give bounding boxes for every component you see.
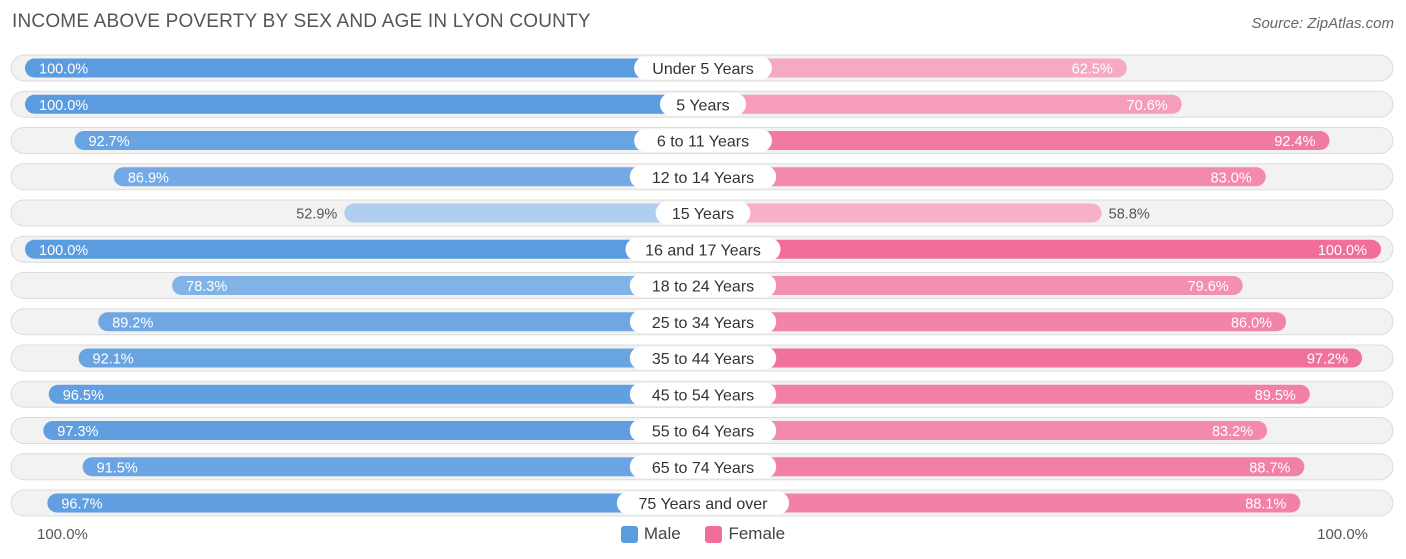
female-value-label: 100.0% <box>1318 243 1367 259</box>
axis-right-label: 100.0% <box>1317 526 1368 543</box>
axis-left-label: 100.0% <box>37 526 88 543</box>
female-value-label: 92.4% <box>1274 134 1315 150</box>
female-value-label: 86.0% <box>1231 315 1272 331</box>
legend-label-male: Male <box>643 524 681 543</box>
category-label: 65 to 74 Years <box>652 460 754 477</box>
category-label-pill <box>629 274 777 297</box>
category-label: 18 to 24 Years <box>652 279 754 296</box>
male-bar <box>25 58 703 78</box>
category-label-pill <box>629 310 777 334</box>
male-value-label: 92.1% <box>93 352 134 368</box>
female-value-label: 97.2% <box>1307 352 1348 368</box>
male-value-label: 92.7% <box>88 134 129 150</box>
female-value-label: 58.8% <box>1109 207 1150 223</box>
legend: Male Female <box>0 524 1406 548</box>
female-bar <box>703 421 1268 440</box>
category-label-pill <box>616 491 790 515</box>
category-label-pill <box>659 92 747 116</box>
female-bar <box>703 167 1266 187</box>
female-value-label: 88.1% <box>1245 497 1286 513</box>
category-label-pill <box>629 346 777 370</box>
male-value-label: 78.3% <box>186 279 227 295</box>
female-bar <box>703 131 1330 150</box>
female-bar <box>703 203 1102 223</box>
chart-canvas: 100.0% 62.5% Under 5 Years 100.0% 70.6% 5 Yea… <box>10 54 1394 517</box>
legend-swatch-female <box>705 525 723 543</box>
female-value-label: 79.6% <box>1188 279 1229 295</box>
category-label-pill <box>629 455 777 479</box>
male-value-label: 100.0% <box>39 62 88 78</box>
male-value-label: 52.9% <box>296 207 337 223</box>
category-label: 16 and 17 Years <box>645 242 761 259</box>
female-bar <box>703 384 1310 404</box>
male-value-label: 100.0% <box>39 243 88 259</box>
female-bar <box>703 239 1381 259</box>
category-label: 55 to 64 Years <box>652 424 754 441</box>
female-value-label: 70.6% <box>1127 98 1168 114</box>
female-bar <box>703 58 1127 78</box>
category-label-pill <box>629 165 777 189</box>
male-value-label: 89.2% <box>112 315 153 331</box>
female-bar <box>703 276 1243 295</box>
male-bar <box>48 384 704 404</box>
category-label-pill <box>655 201 751 225</box>
male-bar <box>344 203 703 223</box>
category-label: 35 to 44 Years <box>652 351 754 368</box>
category-label: 15 Years <box>672 206 734 223</box>
category-label: 25 to 34 Years <box>652 315 754 332</box>
category-label: 6 to 11 Years <box>657 134 749 151</box>
male-bar <box>98 312 703 332</box>
male-bar <box>78 348 703 368</box>
category-label-pill <box>629 419 777 442</box>
legend-label-female: Female <box>728 524 786 543</box>
male-bar <box>113 167 704 187</box>
category-label: 75 Years and over <box>639 496 769 513</box>
category-label-pill <box>625 237 781 261</box>
female-bar <box>703 312 1287 332</box>
category-label-pill <box>634 129 772 152</box>
male-value-label: 96.7% <box>61 497 102 513</box>
female-value-label: 83.2% <box>1212 424 1253 440</box>
female-value-label: 88.7% <box>1249 460 1290 476</box>
male-bar <box>25 94 703 114</box>
male-bar <box>43 421 703 440</box>
legend-item-male: Male <box>620 524 681 544</box>
female-value-label: 83.0% <box>1211 170 1252 186</box>
female-bar <box>703 94 1182 114</box>
category-label: Under 5 Years <box>652 61 753 78</box>
category-label-pill <box>634 56 772 80</box>
chart-title: INCOME ABOVE POVERTY BY SEX AND AGE IN L… <box>12 11 591 32</box>
female-bar <box>703 457 1305 477</box>
legend-item-female: Female <box>705 524 785 544</box>
male-value-label: 91.5% <box>97 460 138 476</box>
female-bar <box>703 348 1363 368</box>
male-bar <box>25 239 703 259</box>
male-value-label: 86.9% <box>128 170 169 186</box>
male-value-label: 97.3% <box>57 424 98 440</box>
category-label: 5 Years <box>676 97 729 114</box>
source-credit: Source: ZipAtlas.com <box>1251 15 1394 32</box>
male-bar <box>82 457 703 477</box>
female-bar <box>703 493 1301 513</box>
female-value-label: 62.5% <box>1072 62 1113 78</box>
male-value-label: 96.5% <box>63 388 104 404</box>
male-value-label: 100.0% <box>39 98 88 114</box>
female-value-label: 89.5% <box>1255 388 1296 404</box>
category-label-pill <box>629 382 777 406</box>
category-label: 45 to 54 Years <box>652 387 754 404</box>
male-bar <box>47 493 703 513</box>
legend-swatch-male <box>620 525 638 543</box>
male-bar <box>74 131 703 150</box>
category-label: 12 to 14 Years <box>652 170 754 187</box>
male-bar <box>172 276 704 295</box>
